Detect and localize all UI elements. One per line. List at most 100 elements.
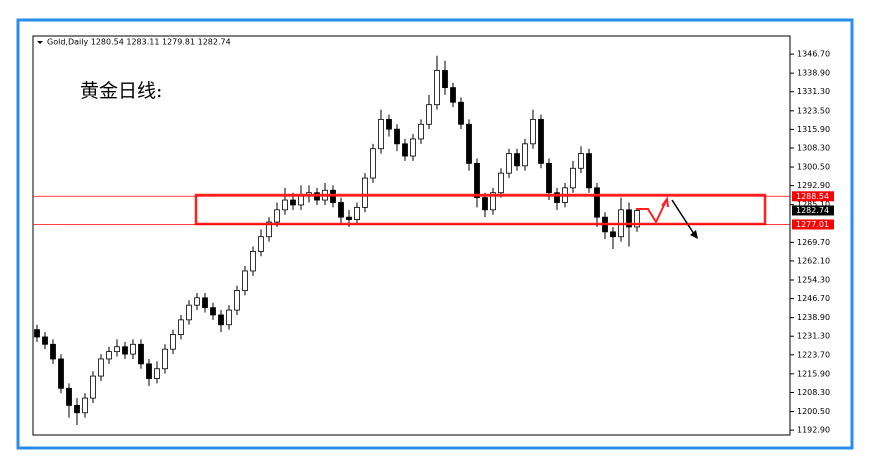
- candle-body: [162, 348, 168, 370]
- candle-body: [90, 375, 96, 399]
- level-label: 1288.54: [796, 192, 829, 201]
- candle-body: [546, 162, 552, 194]
- candle-body: [458, 101, 464, 125]
- candle-body: [570, 167, 576, 189]
- candle-body: [434, 70, 440, 106]
- y-tick-label: 1238.90: [797, 313, 830, 322]
- candle-body: [538, 118, 544, 164]
- y-tick-label: 1331.30: [797, 87, 830, 96]
- candle-body: [634, 210, 640, 228]
- candle-body: [466, 123, 472, 164]
- candle-body: [338, 202, 344, 218]
- candle-body: [410, 138, 416, 157]
- candle-body: [106, 351, 112, 360]
- y-tick-label: 1300.50: [797, 163, 830, 172]
- candle-body: [210, 307, 216, 316]
- y-tick-label: 1346.70: [797, 50, 830, 59]
- candle-body: [578, 153, 584, 169]
- candle-body: [426, 104, 432, 125]
- candle-body: [42, 336, 48, 345]
- candle-body: [130, 343, 136, 355]
- candle-body: [178, 319, 184, 335]
- candle-body: [58, 358, 64, 389]
- level-label-bg: [792, 219, 834, 230]
- candle-body: [186, 304, 192, 321]
- candle-body: [218, 314, 224, 326]
- range-box: [194, 193, 767, 226]
- y-tick-label: 1315.90: [797, 125, 830, 134]
- candle-body: [594, 187, 600, 218]
- candle-body: [290, 199, 296, 206]
- y-tick-label: 1215.90: [797, 369, 830, 378]
- candle-body: [554, 192, 560, 203]
- candle-body: [226, 309, 232, 326]
- y-tick-label: 1208.30: [797, 388, 830, 397]
- y-tick-label: 1323.50: [797, 106, 830, 115]
- candle-body: [354, 206, 360, 221]
- y-tick-label: 1223.70: [797, 350, 830, 359]
- candle-body: [122, 346, 128, 355]
- candle-body: [194, 297, 200, 306]
- candle-body: [274, 209, 280, 223]
- candle-body: [514, 153, 520, 167]
- candle-body: [474, 162, 480, 199]
- candle-body: [370, 148, 376, 179]
- candle-body: [154, 368, 160, 379]
- candle-body: [450, 87, 456, 103]
- y-tick-label: 1192.90: [797, 426, 830, 435]
- price-label-bg: [792, 205, 834, 216]
- candle-body: [74, 405, 80, 414]
- candle-body: [82, 397, 88, 414]
- candle-body: [346, 216, 352, 221]
- y-tick-label: 1285.10: [797, 200, 830, 209]
- candle-body: [170, 334, 176, 350]
- y-tick-label: 1338.90: [797, 69, 830, 78]
- candles: [34, 55, 640, 425]
- y-tick-label: 1254.30: [797, 275, 830, 284]
- candle-body: [34, 329, 40, 338]
- y-tick-label: 1200.50: [797, 407, 830, 416]
- candle-body: [138, 343, 144, 365]
- candle-body: [362, 177, 368, 208]
- candle-body: [234, 290, 240, 311]
- y-tick-label: 1292.90: [797, 181, 830, 190]
- candle-body: [386, 118, 392, 130]
- y-tick-label: 1308.30: [797, 143, 830, 152]
- y-tick-label: 1246.70: [797, 294, 830, 303]
- candle-body: [506, 153, 512, 174]
- chart-title: Gold,Daily 1280.54 1283.11 1279.81 1282.…: [47, 38, 231, 47]
- candle-body: [394, 128, 400, 145]
- level-label: 1277.01: [796, 220, 829, 229]
- candle-body: [378, 118, 384, 150]
- candle-body: [282, 199, 288, 211]
- price-label: 1282.74: [796, 206, 829, 215]
- candle-body: [66, 387, 72, 406]
- candle-body: [586, 153, 592, 189]
- candle-body: [482, 197, 488, 211]
- red-arrow: [636, 200, 667, 225]
- candle-body: [114, 346, 120, 353]
- y-tick-label: 1269.70: [797, 238, 830, 247]
- candle-body: [530, 118, 536, 145]
- candle-body: [626, 209, 632, 228]
- candle-body: [98, 358, 104, 377]
- y-tick-label: 1262.10: [797, 256, 830, 265]
- black-arrow-head: [690, 230, 698, 239]
- candle-body: [610, 231, 616, 238]
- candle-body: [442, 70, 448, 88]
- candle-body: [146, 363, 152, 379]
- candle-body: [266, 221, 272, 238]
- black-arrow: [671, 199, 697, 238]
- candle-body: [202, 297, 208, 309]
- candle-body: [250, 250, 256, 272]
- level-label-bg: [792, 191, 834, 202]
- red-arrow-head: [661, 196, 669, 208]
- candle-body: [522, 143, 528, 167]
- y-tick-label: 1231.30: [797, 332, 830, 341]
- candle-body: [258, 236, 264, 252]
- annotation: 黄金日线:: [80, 80, 162, 102]
- menu-arrow: [37, 41, 43, 44]
- candle-body: [418, 123, 424, 140]
